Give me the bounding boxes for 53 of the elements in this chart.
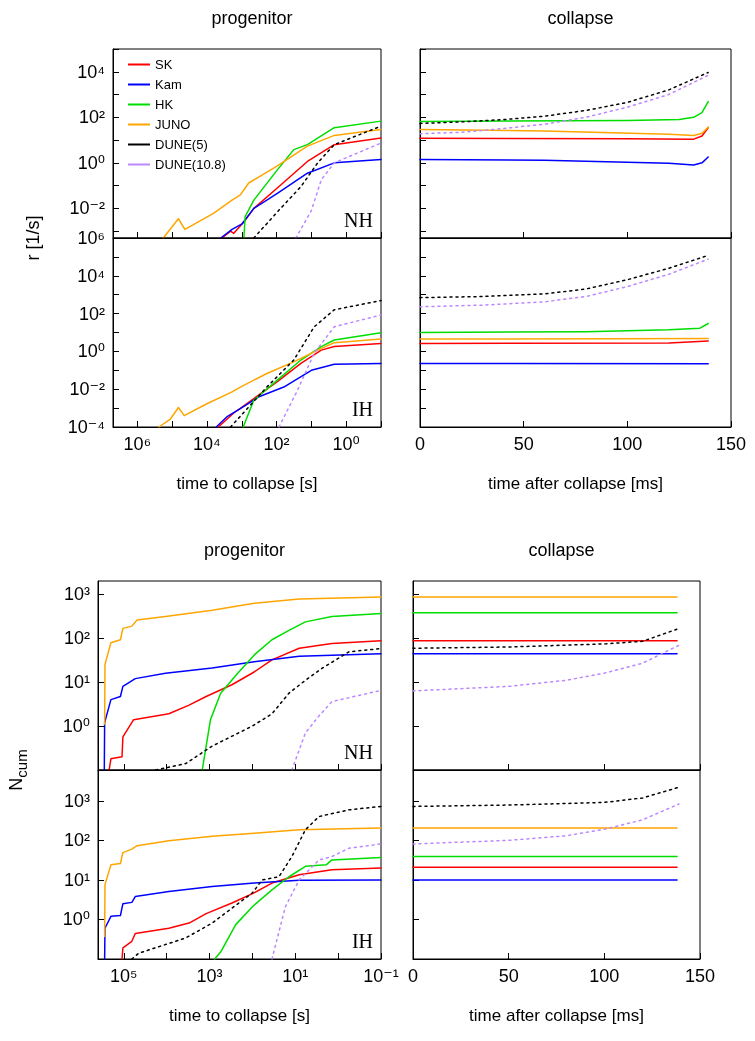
x-tick-label: 10¹ [282,966,309,986]
y-tick-label: 10³ [63,584,91,605]
y-tick-label: 10² [63,628,91,649]
y-tick-label: 10¹ [63,672,91,693]
y-tick-label: 10⁻² [69,198,105,219]
x-axis-title: time after collapse [ms] [469,1006,644,1025]
x-tick-label: 50 [513,434,534,454]
y-tick-label: 10¹ [63,869,91,890]
y-axis-title: r [1/s] [22,215,44,261]
legend-label: JUNO [155,117,191,132]
y-tick-label: 10⁴ [77,61,105,82]
x-tick-label: 10⁰ [332,434,360,454]
x-tick-label: 100 [589,966,620,986]
y-tick-label: 10⁻⁴ [67,417,105,437]
y-tick-label: 10⁴ [77,265,105,286]
x-tick-label: 10² [263,434,290,454]
y-tick-label: 10² [78,107,106,128]
y-tick-label: 10⁻² [69,379,105,400]
y-tick-label: 10⁰ [77,152,105,173]
y-tick-label: 10⁰ [77,341,105,362]
annotation: NH [344,209,373,231]
legend-label: DUNE(5) [155,137,208,152]
x-tick-label: 0 [407,966,419,986]
chart-title: collapse [547,8,614,28]
x-axis-title: time to collapse [s] [169,1006,310,1025]
x-tick-label: 10⁻¹ [363,966,399,986]
chart-title: progenitor [203,540,286,560]
annotation: IH [351,398,373,420]
x-tick-label: 100 [612,434,643,454]
chart-title: collapse [528,540,595,560]
x-axis-title: time to collapse [s] [176,474,318,493]
annotation: IH [351,930,373,952]
x-tick-label: 10⁶ [123,434,152,454]
y-tick-label: 10⁰ [62,716,90,737]
y-tick-label: 10³ [63,790,91,811]
legend-label: HK [155,97,174,112]
x-axis-title: time after collapse [ms] [488,474,663,493]
legend-label: Kam [155,77,182,92]
y-tick-label: 10⁰ [62,909,90,930]
chart-title: progenitor [211,8,293,28]
x-tick-label: 0 [414,434,426,454]
x-tick-label: 10³ [196,966,223,986]
y-tick-label: 10⁶ [77,228,105,248]
legend-label: DUNE(10.8) [155,157,226,172]
y-tick-label: 10² [78,303,106,324]
annotation: NH [344,741,373,763]
legend-label: SK [155,57,173,72]
y-tick-label: 10² [63,830,91,851]
x-tick-label: 10⁵ [110,966,138,986]
x-tick-label: 50 [498,966,519,986]
x-tick-label: 10⁴ [193,434,221,454]
x-tick-label: 150 [684,966,716,986]
x-tick-label: 150 [715,434,747,454]
